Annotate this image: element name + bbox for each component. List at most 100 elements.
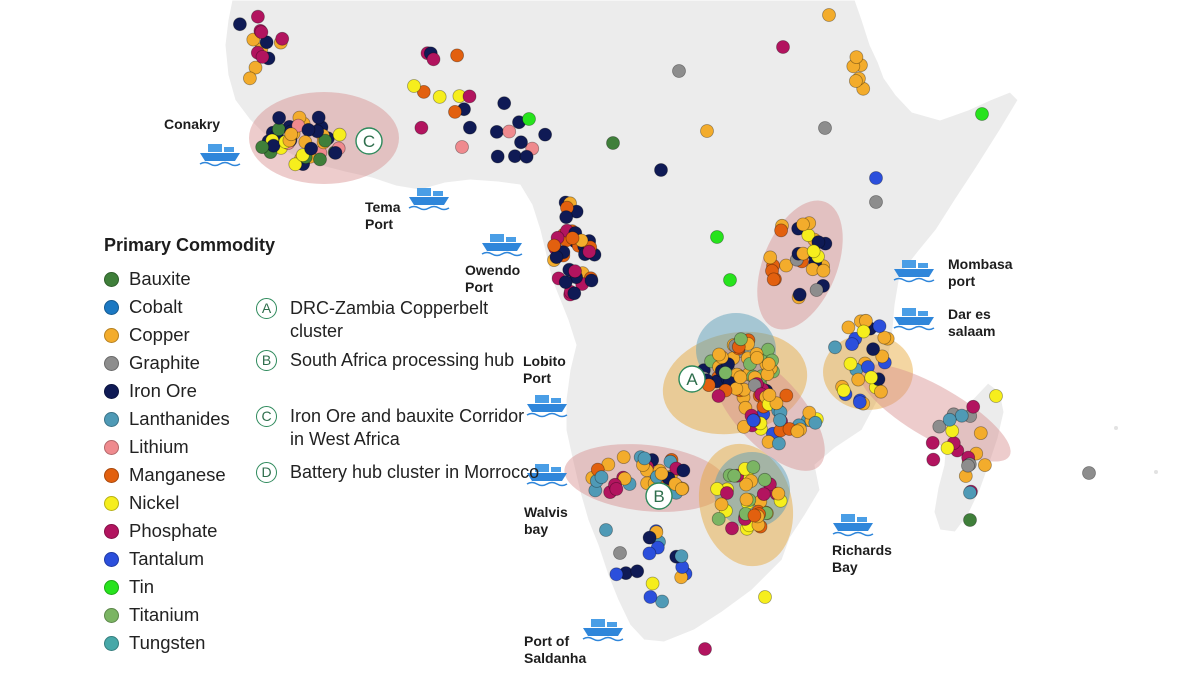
mine-point[interactable] xyxy=(304,141,319,156)
mine-point[interactable] xyxy=(843,356,858,371)
mine-point[interactable] xyxy=(864,370,879,385)
mine-point[interactable] xyxy=(538,127,552,142)
mine-point[interactable] xyxy=(558,275,573,290)
mine-point[interactable] xyxy=(836,383,851,398)
mine-point[interactable] xyxy=(975,107,989,121)
mine-point[interactable] xyxy=(514,135,528,150)
mine-point[interactable] xyxy=(942,412,957,427)
mine-point[interactable] xyxy=(676,463,691,478)
mine-point[interactable] xyxy=(961,458,975,473)
mine-point[interactable] xyxy=(568,264,582,279)
mine-point[interactable] xyxy=(851,372,866,387)
mine-point[interactable] xyxy=(490,149,505,164)
mine-point[interactable] xyxy=(875,349,890,364)
mine-point[interactable] xyxy=(779,258,793,273)
map-badge-a[interactable]: A xyxy=(678,365,706,393)
mine-point[interactable] xyxy=(756,487,771,502)
mine-point[interactable] xyxy=(559,210,574,225)
mine-point[interactable] xyxy=(845,337,859,352)
mine-point[interactable] xyxy=(582,244,597,259)
mine-point[interactable] xyxy=(966,399,981,414)
mine-point[interactable] xyxy=(519,149,534,164)
mine-point[interactable] xyxy=(762,388,777,402)
mine-point[interactable] xyxy=(448,105,462,119)
mine-point[interactable] xyxy=(617,471,632,486)
mine-point[interactable] xyxy=(318,133,333,148)
mine-point[interactable] xyxy=(255,50,270,64)
mine-point[interactable] xyxy=(725,521,739,536)
mine-point[interactable] xyxy=(872,319,887,334)
mine-point[interactable] xyxy=(594,470,609,485)
mine-point[interactable] xyxy=(584,273,599,288)
mine-point[interactable] xyxy=(567,286,582,301)
mine-point[interactable] xyxy=(989,389,1003,403)
mine-point[interactable] xyxy=(776,40,790,54)
mine-point[interactable] xyxy=(642,546,657,561)
mine-point[interactable] xyxy=(727,468,742,483)
mine-point[interactable] xyxy=(255,140,270,155)
mine-point[interactable] xyxy=(739,477,753,492)
mine-point[interactable] xyxy=(711,389,726,403)
mine-point[interactable] xyxy=(750,350,764,365)
mine-point[interactable] xyxy=(609,567,624,582)
mine-point[interactable] xyxy=(311,110,326,125)
mine-point[interactable] xyxy=(720,486,734,500)
mine-point[interactable] xyxy=(700,124,714,138)
mine-point[interactable] xyxy=(771,486,786,501)
mine-point[interactable] xyxy=(711,512,726,526)
mine-point[interactable] xyxy=(313,152,327,167)
mine-point[interactable] xyxy=(654,163,668,177)
mine-point[interactable] xyxy=(613,546,627,560)
mine-point[interactable] xyxy=(963,513,977,527)
mine-point[interactable] xyxy=(426,52,441,67)
mine-point[interactable] xyxy=(828,340,842,355)
mine-point[interactable] xyxy=(450,48,465,63)
mine-point[interactable] xyxy=(332,127,347,142)
mine-point[interactable] xyxy=(232,17,247,32)
mine-point[interactable] xyxy=(462,120,477,135)
mine-point[interactable] xyxy=(637,451,652,466)
mine-point[interactable] xyxy=(616,450,631,465)
mine-point[interactable] xyxy=(818,121,832,135)
mine-point[interactable] xyxy=(250,9,265,24)
mine-point[interactable] xyxy=(877,330,892,345)
mine-point[interactable] xyxy=(746,460,761,475)
mine-point[interactable] xyxy=(978,458,992,473)
mine-point[interactable] xyxy=(779,388,794,403)
mine-point[interactable] xyxy=(940,441,955,455)
mine-point[interactable] xyxy=(774,223,788,238)
mine-point[interactable] xyxy=(714,497,729,512)
map-badge-c[interactable]: C xyxy=(355,127,383,155)
mine-point[interactable] xyxy=(963,485,977,500)
mine-point[interactable] xyxy=(874,384,888,399)
mine-point[interactable] xyxy=(432,90,447,104)
map-badge-b[interactable]: B xyxy=(645,482,673,510)
mine-point[interactable] xyxy=(502,124,517,139)
mine-point[interactable] xyxy=(790,424,805,439)
mine-point[interactable] xyxy=(630,564,645,579)
mine-point[interactable] xyxy=(655,594,669,609)
mine-point[interactable] xyxy=(275,31,290,46)
mine-point[interactable] xyxy=(462,89,477,104)
mine-point[interactable] xyxy=(849,50,864,64)
mine-point[interactable] xyxy=(254,25,269,39)
mine-point[interactable] xyxy=(698,642,712,656)
mine-point[interactable] xyxy=(763,250,778,265)
mine-point[interactable] xyxy=(549,250,564,265)
mine-point[interactable] xyxy=(407,79,421,93)
mine-point[interactable] xyxy=(973,426,988,441)
mine-point[interactable] xyxy=(856,324,871,339)
mine-point[interactable] xyxy=(288,157,303,172)
mine-point[interactable] xyxy=(733,370,748,385)
mine-point[interactable] xyxy=(718,365,733,380)
mine-point[interactable] xyxy=(606,136,620,150)
mine-point[interactable] xyxy=(925,435,940,450)
mine-point[interactable] xyxy=(747,378,762,393)
mine-point[interactable] xyxy=(737,419,751,434)
mine-point[interactable] xyxy=(849,74,863,88)
mine-point[interactable] xyxy=(645,576,660,591)
mine-point[interactable] xyxy=(932,419,947,434)
mine-point[interactable] xyxy=(416,85,431,99)
mine-point[interactable] xyxy=(822,8,836,22)
mine-point[interactable] xyxy=(675,481,689,496)
